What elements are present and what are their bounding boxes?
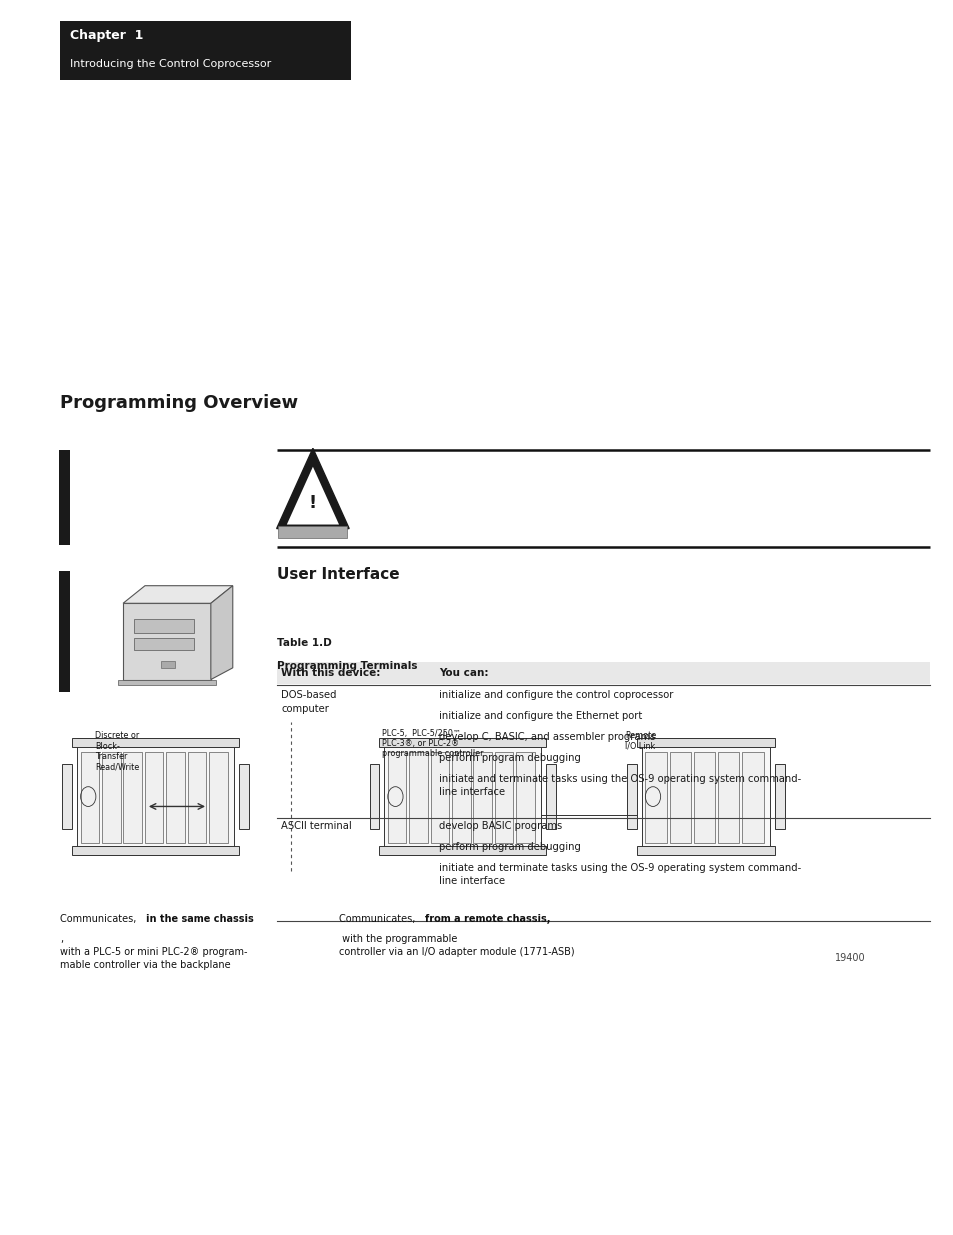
Polygon shape — [123, 585, 233, 604]
FancyBboxPatch shape — [774, 764, 783, 829]
FancyBboxPatch shape — [516, 752, 534, 844]
FancyBboxPatch shape — [278, 526, 347, 538]
FancyBboxPatch shape — [59, 571, 70, 692]
FancyBboxPatch shape — [166, 752, 185, 844]
FancyBboxPatch shape — [123, 752, 142, 844]
FancyBboxPatch shape — [80, 752, 99, 844]
Text: Discrete or
Block-
Transfer
Read/Write: Discrete or Block- Transfer Read/Write — [95, 731, 139, 772]
FancyBboxPatch shape — [161, 661, 174, 668]
FancyBboxPatch shape — [117, 679, 216, 685]
Text: develop BASIC programs: develop BASIC programs — [438, 821, 561, 831]
Text: Communicates,: Communicates, — [338, 914, 417, 924]
FancyBboxPatch shape — [209, 752, 228, 844]
FancyBboxPatch shape — [238, 764, 248, 829]
Text: !: ! — [309, 494, 316, 511]
Text: Table 1.D: Table 1.D — [276, 638, 331, 648]
Text: DOS-based
computer: DOS-based computer — [281, 690, 336, 714]
FancyBboxPatch shape — [59, 450, 70, 545]
FancyBboxPatch shape — [473, 752, 492, 844]
Text: perform program debugging: perform program debugging — [438, 753, 580, 763]
FancyBboxPatch shape — [430, 752, 449, 844]
FancyBboxPatch shape — [145, 752, 163, 844]
FancyBboxPatch shape — [383, 739, 541, 855]
FancyBboxPatch shape — [387, 752, 406, 844]
Text: initiate and terminate tasks using the OS-9 operating system command-
line inter: initiate and terminate tasks using the O… — [438, 774, 801, 797]
FancyBboxPatch shape — [123, 604, 211, 679]
FancyBboxPatch shape — [637, 739, 774, 747]
Text: ,
with a PLC-5 or mini PLC-2® program-
mable controller via the backplane: , with a PLC-5 or mini PLC-2® program- m… — [60, 934, 248, 969]
FancyBboxPatch shape — [644, 752, 666, 844]
Text: with the programmable
controller via an I/O adapter module (1771-ASB): with the programmable controller via an … — [338, 934, 574, 957]
FancyBboxPatch shape — [693, 752, 715, 844]
Text: You can:: You can: — [438, 668, 488, 678]
Text: initiate and terminate tasks using the OS-9 operating system command-
line inter: initiate and terminate tasks using the O… — [438, 863, 801, 885]
Text: ASCII terminal: ASCII terminal — [281, 821, 352, 831]
FancyBboxPatch shape — [102, 752, 120, 844]
Text: initialize and configure the Ethernet port: initialize and configure the Ethernet po… — [438, 711, 641, 721]
FancyBboxPatch shape — [741, 752, 762, 844]
Text: Communicates,: Communicates, — [60, 914, 139, 924]
FancyBboxPatch shape — [276, 662, 929, 684]
FancyBboxPatch shape — [76, 739, 233, 855]
Text: Remote
I/O Link: Remote I/O Link — [624, 731, 656, 751]
FancyBboxPatch shape — [133, 619, 194, 632]
Text: perform program debugging: perform program debugging — [438, 842, 580, 852]
FancyBboxPatch shape — [188, 752, 206, 844]
Text: Introducing the Control Coprocessor: Introducing the Control Coprocessor — [70, 59, 271, 69]
FancyBboxPatch shape — [409, 752, 427, 844]
FancyBboxPatch shape — [669, 752, 690, 844]
FancyBboxPatch shape — [369, 764, 378, 829]
Polygon shape — [287, 467, 338, 525]
Text: develop C, BASIC, and assembler programs: develop C, BASIC, and assembler programs — [438, 732, 655, 742]
FancyBboxPatch shape — [71, 846, 238, 855]
Text: in the same chassis: in the same chassis — [146, 914, 253, 924]
Text: Chapter  1: Chapter 1 — [70, 30, 143, 42]
FancyBboxPatch shape — [71, 739, 238, 747]
FancyBboxPatch shape — [640, 739, 770, 855]
FancyBboxPatch shape — [63, 764, 71, 829]
FancyBboxPatch shape — [545, 764, 555, 829]
FancyBboxPatch shape — [133, 638, 194, 651]
FancyBboxPatch shape — [637, 846, 774, 855]
Polygon shape — [211, 585, 233, 679]
FancyBboxPatch shape — [60, 21, 351, 80]
Polygon shape — [276, 448, 349, 529]
FancyBboxPatch shape — [626, 764, 637, 829]
FancyBboxPatch shape — [495, 752, 513, 844]
FancyBboxPatch shape — [378, 739, 545, 747]
Text: 19400: 19400 — [834, 953, 864, 963]
FancyBboxPatch shape — [452, 752, 470, 844]
Text: initialize and configure the control coprocessor: initialize and configure the control cop… — [438, 690, 673, 700]
Text: PLC-5,  PLC-5/250™,
PLC-3®, or PLC-2®
programmable controller: PLC-5, PLC-5/250™, PLC-3®, or PLC-2® pro… — [381, 729, 482, 758]
FancyBboxPatch shape — [718, 752, 739, 844]
Text: Programming Overview: Programming Overview — [60, 394, 298, 411]
FancyBboxPatch shape — [378, 846, 545, 855]
Text: Programming Terminals: Programming Terminals — [276, 661, 416, 671]
Text: User Interface: User Interface — [276, 567, 399, 582]
Text: from a remote chassis,: from a remote chassis, — [424, 914, 550, 924]
Text: With this device:: With this device: — [281, 668, 380, 678]
